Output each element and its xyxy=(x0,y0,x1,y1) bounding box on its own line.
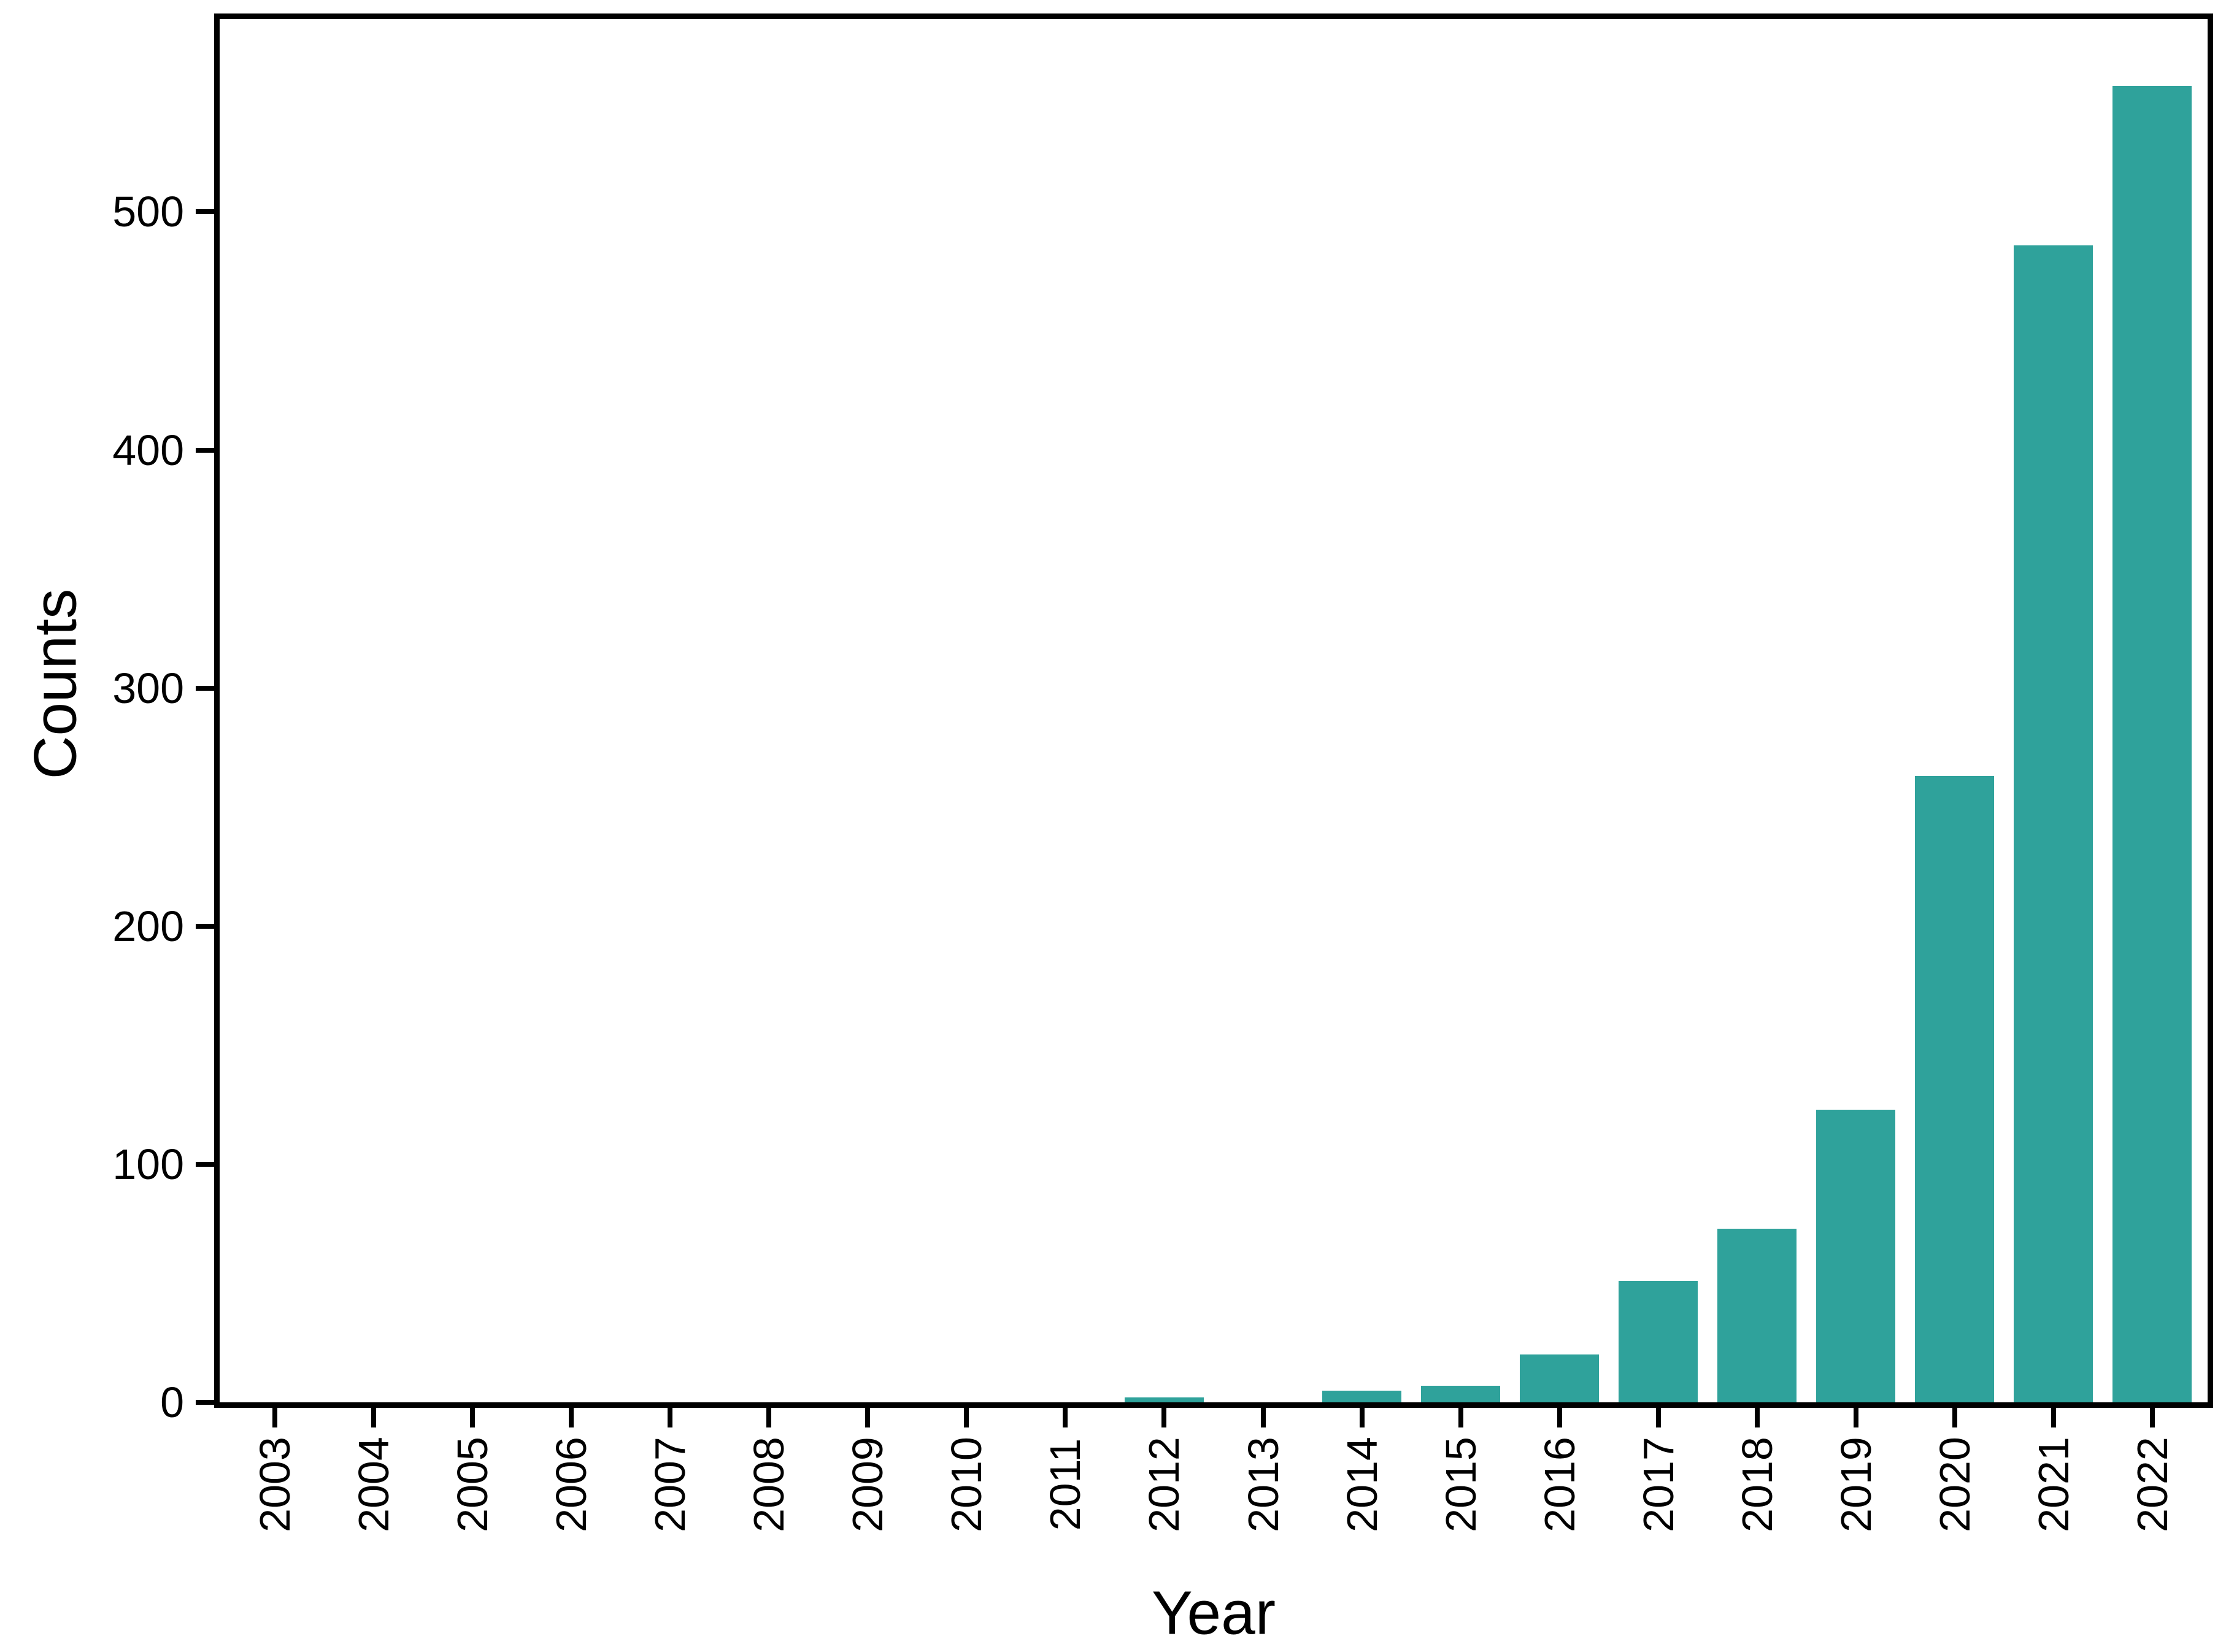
x-tick-label-2017: 2017 xyxy=(1635,1437,1682,1532)
x-tick-label-2019: 2019 xyxy=(1832,1437,1880,1532)
x-tick-mark xyxy=(668,1408,672,1427)
x-tick-mark xyxy=(1360,1408,1365,1427)
bar-2020 xyxy=(1915,776,1994,1402)
x-tick-label-2010: 2010 xyxy=(942,1437,990,1532)
y-tick-mark xyxy=(196,1400,214,1405)
x-tick-label-2013: 2013 xyxy=(1239,1437,1287,1532)
x-tick-label-2021: 2021 xyxy=(2030,1437,2078,1532)
x-tick-label-2022: 2022 xyxy=(2128,1437,2176,1532)
bar-2017 xyxy=(1619,1281,1698,1402)
x-tick-label-2014: 2014 xyxy=(1338,1437,1386,1532)
bar-2021 xyxy=(2014,245,2093,1402)
bar-2014 xyxy=(1322,1391,1401,1402)
x-tick-mark xyxy=(1063,1408,1068,1427)
y-tick-mark xyxy=(196,209,214,214)
x-tick-label-2012: 2012 xyxy=(1140,1437,1188,1532)
y-tick-label: 300 xyxy=(112,664,184,712)
x-tick-mark xyxy=(964,1408,969,1427)
x-tick-mark xyxy=(1952,1408,1957,1427)
y-tick-mark xyxy=(196,686,214,691)
x-tick-mark xyxy=(1261,1408,1266,1427)
x-tick-label-2008: 2008 xyxy=(745,1437,793,1532)
y-tick-label: 100 xyxy=(112,1140,184,1188)
bar-2015 xyxy=(1421,1386,1500,1402)
y-tick-mark xyxy=(196,924,214,929)
x-tick-label-2005: 2005 xyxy=(449,1437,496,1532)
x-tick-mark xyxy=(1755,1408,1760,1427)
x-tick-label-2015: 2015 xyxy=(1437,1437,1485,1532)
x-tick-mark xyxy=(865,1408,870,1427)
x-tick-label-2004: 2004 xyxy=(350,1437,398,1532)
plot-area xyxy=(214,13,2213,1408)
x-tick-mark xyxy=(272,1408,277,1427)
y-tick-label: 400 xyxy=(112,426,184,474)
x-tick-label-2011: 2011 xyxy=(1041,1438,1089,1531)
y-axis-title: Counts xyxy=(21,588,89,780)
y-tick-label: 0 xyxy=(160,1378,184,1426)
y-tick-label: 200 xyxy=(112,902,184,950)
x-tick-mark xyxy=(1656,1408,1661,1427)
x-tick-mark xyxy=(2150,1408,2155,1427)
x-tick-mark xyxy=(1458,1408,1463,1427)
x-tick-mark xyxy=(1854,1408,1858,1427)
x-tick-label-2007: 2007 xyxy=(646,1437,694,1532)
x-tick-label-2009: 2009 xyxy=(844,1437,892,1532)
bar-2012 xyxy=(1125,1397,1204,1402)
bar-2019 xyxy=(1816,1110,1895,1402)
bar-2022 xyxy=(2112,86,2192,1402)
x-tick-mark xyxy=(2051,1408,2056,1427)
x-tick-label-2003: 2003 xyxy=(251,1437,299,1532)
x-tick-mark xyxy=(1161,1408,1166,1427)
x-tick-mark xyxy=(766,1408,771,1427)
x-tick-mark xyxy=(470,1408,475,1427)
x-tick-label-2016: 2016 xyxy=(1536,1437,1584,1532)
bar-2016 xyxy=(1520,1354,1599,1402)
x-tick-mark xyxy=(371,1408,376,1427)
y-tick-mark xyxy=(196,448,214,453)
y-tick-mark xyxy=(196,1162,214,1167)
y-tick-label: 500 xyxy=(112,188,184,236)
x-tick-mark xyxy=(1557,1408,1562,1427)
x-tick-mark xyxy=(569,1408,574,1427)
x-tick-label-2020: 2020 xyxy=(1931,1437,1979,1532)
x-tick-label-2006: 2006 xyxy=(547,1437,595,1532)
bar-2018 xyxy=(1717,1229,1797,1402)
x-axis-title: Year xyxy=(1151,1578,1276,1648)
x-tick-label-2018: 2018 xyxy=(1733,1437,1781,1532)
